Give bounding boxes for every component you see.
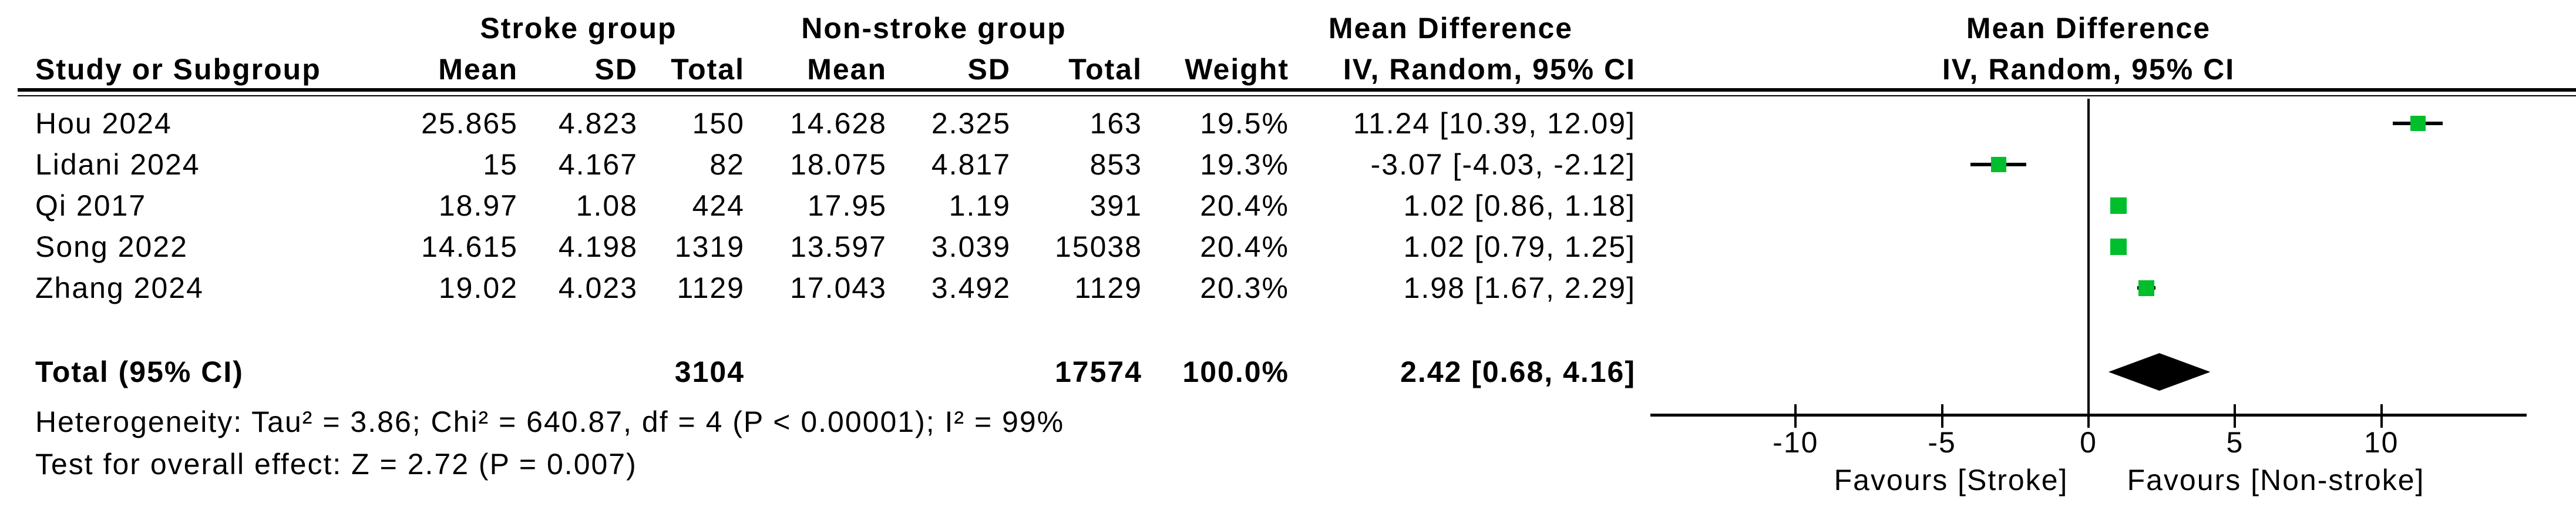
cell-mean2: 13.597 <box>790 230 887 263</box>
cell-total-nonstroke: 17574 <box>1054 355 1142 388</box>
total-row-label: Total (95% CI) <box>35 355 244 388</box>
col-header-mean-stroke: Mean <box>438 53 518 86</box>
cell-mean2: 18.075 <box>790 148 887 181</box>
cell-total2: 1129 <box>1074 271 1142 304</box>
favours-left-label: Favours [Stroke] <box>1834 464 2069 496</box>
study-label: Lidani 2024 <box>35 148 200 181</box>
cell-ci: 1.02 [0.79, 1.25] <box>1403 230 1636 263</box>
cell-mean1: 15 <box>483 148 518 181</box>
cell-total-weight: 100.0% <box>1182 355 1289 388</box>
favours-right-label: Favours [Non-stroke] <box>2127 464 2425 496</box>
axis-tick-label: 10 <box>2363 426 2399 459</box>
axis-tick <box>2234 404 2237 428</box>
col-header-mean-nonstroke: Mean <box>807 53 887 86</box>
cell-total2: 853 <box>1089 148 1142 181</box>
col-header-study: Study or Subgroup <box>35 53 321 86</box>
zero-line <box>2087 99 2090 415</box>
col-header-ci-plot: IV, Random, 95% CI <box>1942 53 2235 86</box>
study-label: Hou 2024 <box>35 107 172 140</box>
cell-sd1: 4.167 <box>558 148 638 181</box>
cell-weight: 20.4% <box>1200 230 1289 263</box>
cell-total1: 1319 <box>674 230 745 263</box>
cell-sd2: 2.325 <box>931 107 1011 140</box>
col-header-total-stroke: Total <box>671 53 745 86</box>
col-header-sd-stroke: SD <box>594 53 638 86</box>
cell-mean2: 17.043 <box>790 271 887 304</box>
col-header-sd-nonstroke: SD <box>967 53 1011 86</box>
cell-sd2: 1.19 <box>949 189 1011 222</box>
study-label: Zhang 2024 <box>35 271 204 304</box>
cell-total2: 391 <box>1089 189 1142 222</box>
col-header-total-nonstroke: Total <box>1068 53 1142 86</box>
cell-ci: -3.07 [-4.03, -2.12] <box>1370 148 1636 181</box>
cell-ci: 1.02 [0.86, 1.18] <box>1403 189 1636 222</box>
cell-mean1: 14.615 <box>421 230 518 263</box>
cell-weight: 20.4% <box>1200 189 1289 222</box>
cell-ci: 1.98 [1.67, 2.29] <box>1403 271 1636 304</box>
axis-tick-label: 0 <box>2080 426 2097 459</box>
header-rule-thick <box>18 88 2576 92</box>
cell-weight: 20.3% <box>1200 271 1289 304</box>
group-header-mean-difference-plot: Mean Difference <box>1966 12 2211 45</box>
axis-tick-label: -5 <box>1928 426 1956 459</box>
heterogeneity-note: Heterogeneity: Tau² = 3.86; Chi² = 640.8… <box>35 405 1065 438</box>
axis-tick-label: 5 <box>2226 426 2244 459</box>
cell-weight: 19.5% <box>1200 107 1289 140</box>
col-header-weight: Weight <box>1185 53 1289 86</box>
cell-sd1: 1.08 <box>576 189 638 222</box>
group-header-nonstroke: Non-stroke group <box>801 12 1067 45</box>
cell-sd1: 4.823 <box>558 107 638 140</box>
cell-mean1: 19.02 <box>438 271 518 304</box>
study-marker <box>2110 197 2127 214</box>
cell-total1: 150 <box>692 107 745 140</box>
cell-total-ci: 2.42 [0.68, 4.16] <box>1400 355 1636 388</box>
axis-tick <box>1941 404 1943 428</box>
cell-mean1: 18.97 <box>438 189 518 222</box>
overall-effect-note: Test for overall effect: Z = 2.72 (P = 0… <box>35 448 637 481</box>
cell-total2: 163 <box>1089 107 1142 140</box>
group-header-stroke: Stroke group <box>480 12 677 45</box>
cell-sd2: 3.039 <box>931 230 1011 263</box>
col-header-ci-text: IV, Random, 95% CI <box>1343 53 1636 86</box>
cell-weight: 19.3% <box>1200 148 1289 181</box>
cell-mean1: 25.865 <box>421 107 518 140</box>
study-marker <box>1990 157 2006 172</box>
study-label: Song 2022 <box>35 230 188 263</box>
cell-ci: 11.24 [10.39, 12.09] <box>1353 107 1636 140</box>
cell-sd2: 3.492 <box>931 271 1011 304</box>
cell-total1: 1129 <box>677 271 745 304</box>
study-marker <box>2138 280 2155 296</box>
header-rule-thin <box>18 95 2576 96</box>
cell-total1: 82 <box>709 148 745 181</box>
cell-sd2: 4.817 <box>931 148 1011 181</box>
study-marker <box>2410 116 2426 131</box>
cell-total-stroke: 3104 <box>674 355 745 388</box>
cell-total1: 424 <box>692 189 745 222</box>
axis-tick-label: -10 <box>1773 426 1819 459</box>
cell-total2: 15038 <box>1054 230 1142 263</box>
cell-sd1: 4.198 <box>558 230 638 263</box>
study-label: Qi 2017 <box>35 189 147 222</box>
study-marker <box>2110 239 2127 255</box>
cell-mean2: 14.628 <box>790 107 887 140</box>
axis-tick <box>1794 404 1797 428</box>
axis-tick <box>2380 404 2383 428</box>
cell-mean2: 17.95 <box>807 189 887 222</box>
group-header-mean-difference-text: Mean Difference <box>1328 12 1573 45</box>
cell-sd1: 4.023 <box>558 271 638 304</box>
axis-tick <box>2087 404 2090 428</box>
summary-diamond <box>2108 353 2211 391</box>
